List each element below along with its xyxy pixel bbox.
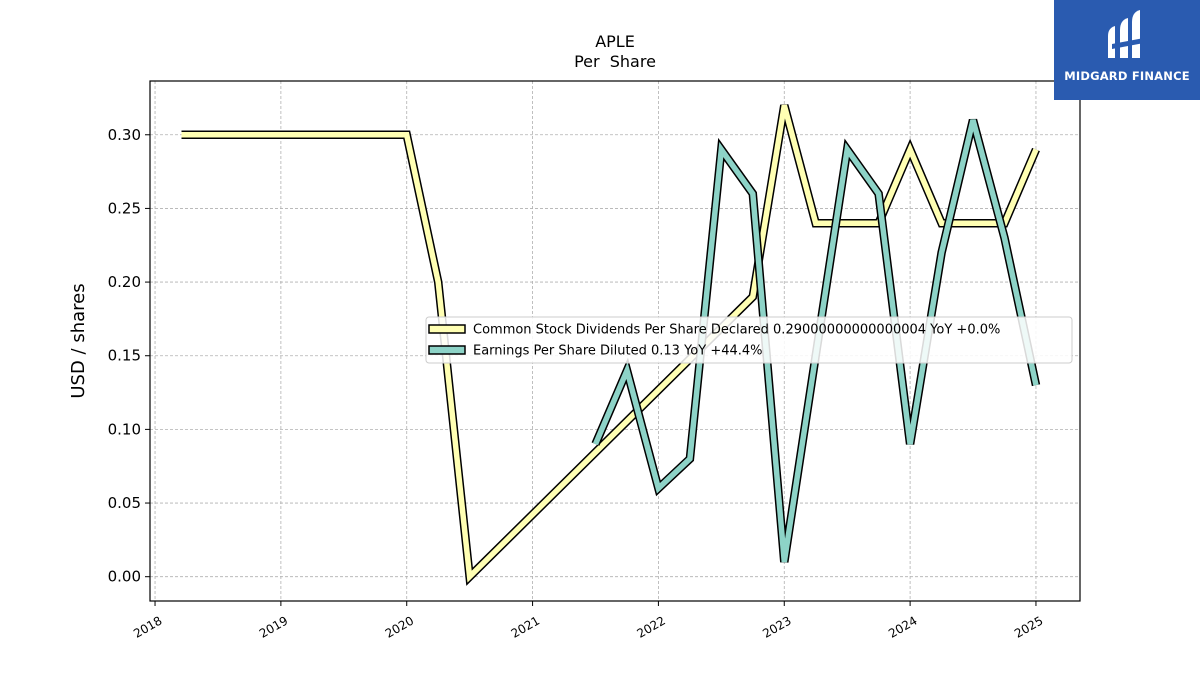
x-tick-label: 2018 [131, 613, 164, 640]
y-tick-label: 0.00 [108, 568, 141, 586]
y-tick-label: 0.20 [108, 273, 141, 291]
x-tick-label: 2022 [634, 613, 667, 640]
logo-mark-icon [1108, 10, 1144, 58]
x-tick-label: 2024 [886, 613, 919, 640]
x-tick-label: 2020 [383, 613, 416, 640]
x-tick-label: 2023 [760, 613, 793, 640]
legend-swatch-1 [428, 345, 466, 355]
y-axis-label: USD / shares [68, 283, 89, 398]
brand-logo: MIDGARD FINANCE [1054, 0, 1200, 100]
y-tick-label: 0.25 [108, 199, 141, 217]
legend-swatch-0 [428, 324, 466, 334]
legend: Common Stock Dividends Per Share Declare… [425, 316, 1073, 364]
x-tick-label: 2019 [257, 613, 290, 640]
chart-title: APLE [595, 32, 635, 51]
legend-label-0: Common Stock Dividends Per Share Declare… [473, 323, 1000, 338]
y-tick-label: 0.05 [108, 494, 141, 512]
y-tick-label: 0.15 [108, 347, 141, 365]
x-tick-label: 2021 [509, 613, 542, 640]
plot-frame [149, 80, 1081, 602]
legend-label-1: Earnings Per Share Diluted 0.13 YoY +44.… [473, 344, 763, 359]
brand-name: MIDGARD FINANCE [1064, 69, 1190, 83]
legend-box [425, 316, 1073, 364]
y-tick-label: 0.30 [108, 126, 141, 144]
chart-subtitle: Per Share [574, 52, 656, 71]
x-tick-label: 2025 [1012, 613, 1045, 640]
y-tick-label: 0.10 [108, 420, 141, 438]
